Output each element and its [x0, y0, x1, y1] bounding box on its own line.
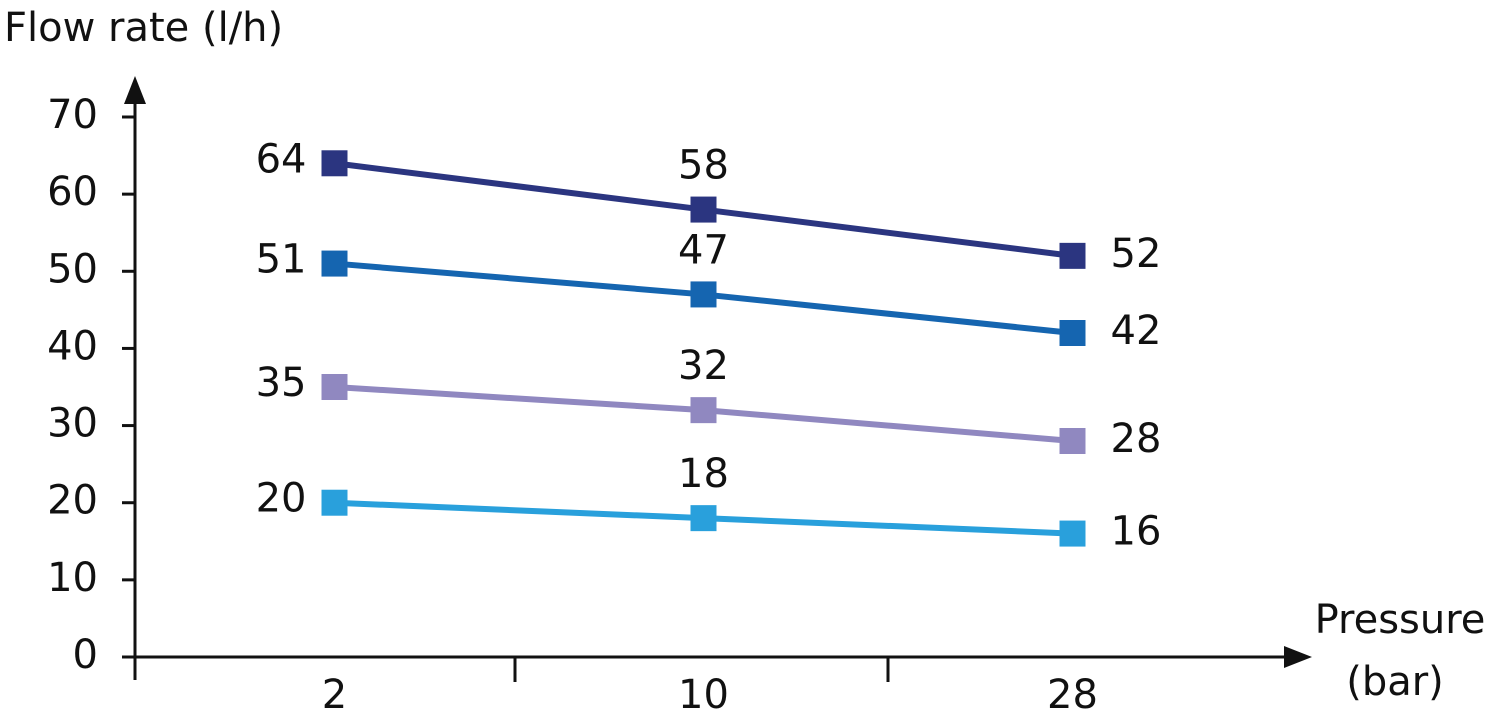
point-marker: [321, 374, 348, 400]
point-marker: [690, 505, 717, 532]
y-axis-arrow: [124, 76, 146, 104]
x-axis-label: Pressure: [1315, 597, 1486, 643]
point-marker: [1059, 320, 1086, 346]
data-label: 32: [678, 343, 729, 389]
y-axis-label: Flow rate (l/h): [4, 5, 283, 51]
data-label: 28: [1111, 416, 1162, 462]
y-tick-label: 60: [47, 169, 98, 215]
point-marker: [690, 281, 717, 308]
data-label: 64: [256, 136, 307, 182]
data-label: 58: [678, 143, 729, 189]
y-tick-label: 30: [47, 401, 98, 447]
data-label: 51: [256, 237, 307, 283]
y-tick-label: 0: [73, 632, 98, 678]
x-tick-label: 28: [1047, 672, 1098, 718]
y-tick-label: 40: [47, 323, 98, 369]
point-marker: [690, 397, 717, 424]
x-axis-label: (bar): [1346, 659, 1444, 705]
point-marker: [321, 489, 348, 516]
y-tick-label: 20: [47, 478, 98, 524]
y-tick-label: 70: [47, 92, 98, 138]
data-label: 18: [678, 451, 729, 497]
y-tick-label: 50: [47, 246, 98, 292]
data-label: 42: [1111, 308, 1162, 354]
data-label: 47: [678, 227, 729, 273]
point-marker: [1059, 242, 1086, 269]
point-marker: [321, 150, 348, 177]
data-label: 52: [1111, 231, 1162, 277]
y-tick-label: 10: [47, 555, 98, 601]
point-marker: [690, 196, 717, 223]
x-tick-label: 10: [678, 672, 729, 718]
data-label: 35: [256, 360, 307, 406]
data-label: 20: [256, 476, 307, 522]
x-tick-label: 2: [322, 672, 347, 718]
point-marker: [321, 250, 348, 277]
x-axis-arrow: [1284, 646, 1312, 668]
data-label: 16: [1111, 509, 1162, 555]
point-marker: [1059, 428, 1086, 454]
point-marker: [1059, 520, 1086, 547]
